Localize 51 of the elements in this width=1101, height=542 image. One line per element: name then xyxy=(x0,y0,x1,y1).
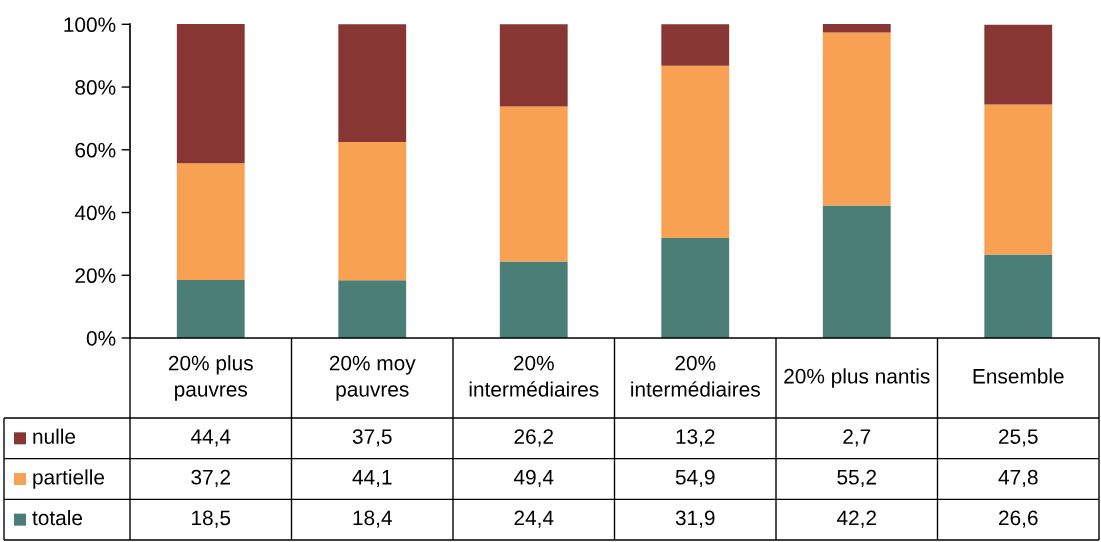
bar xyxy=(984,104,1053,255)
data-label: 42,2 xyxy=(836,510,876,528)
y-tick-label: 100% xyxy=(64,17,116,33)
data-label: 47,8 xyxy=(998,469,1038,488)
y-tick-label: 0% xyxy=(86,331,116,346)
y-tick-label: 40% xyxy=(74,205,116,221)
data-label: 49,4 xyxy=(513,469,554,488)
data-label: 55,2 xyxy=(837,469,876,488)
bar xyxy=(499,24,568,107)
bar xyxy=(499,261,568,338)
data-label: 37,2 xyxy=(191,469,230,488)
data-label: 44,4 xyxy=(190,429,231,447)
data-label: 31,9 xyxy=(675,510,715,528)
bar xyxy=(661,237,730,338)
bar xyxy=(338,141,407,281)
legend-label: nulle xyxy=(33,428,76,444)
data-label: 26,2 xyxy=(514,429,553,447)
data-label: 24,4 xyxy=(514,510,554,528)
bar xyxy=(984,254,1053,338)
bar xyxy=(176,279,245,338)
legend-label: totale xyxy=(32,509,83,526)
y-tick-label: 20% xyxy=(75,268,116,284)
x-tick-label: Ensemble xyxy=(973,368,1064,384)
bar xyxy=(661,65,730,238)
bar xyxy=(822,205,891,338)
bar xyxy=(176,24,245,164)
bar xyxy=(176,163,245,280)
data-label: 13,2 xyxy=(676,429,715,447)
data-label: 26,6 xyxy=(999,510,1038,528)
y-tick-label: 60% xyxy=(75,142,116,158)
data-label: 54,9 xyxy=(675,469,715,488)
bar xyxy=(661,24,730,66)
x-tick-label: 20% plus pauvres xyxy=(168,355,253,401)
x-tick-label: 20% intermédiaires xyxy=(469,355,599,397)
bar xyxy=(822,32,891,206)
bar xyxy=(499,106,568,262)
bar xyxy=(822,24,891,33)
data-label: 18,5 xyxy=(192,510,231,528)
x-tick-label: 20% intermédiaires xyxy=(631,355,760,397)
y-tick-label: 80% xyxy=(75,80,116,95)
legend-label: partielle xyxy=(33,469,105,489)
data-label: 37,5 xyxy=(352,429,392,447)
bar xyxy=(984,24,1053,105)
x-tick-label: 20% plus nantis xyxy=(784,368,930,388)
bar xyxy=(338,24,407,142)
data-label: 2,7 xyxy=(843,429,871,447)
data-label: 25,5 xyxy=(999,429,1038,447)
x-tick-label: 20% moy pauvres xyxy=(329,355,416,401)
data-label: 44,1 xyxy=(352,470,392,488)
bar xyxy=(338,280,407,338)
data-label: 18,4 xyxy=(353,510,392,528)
